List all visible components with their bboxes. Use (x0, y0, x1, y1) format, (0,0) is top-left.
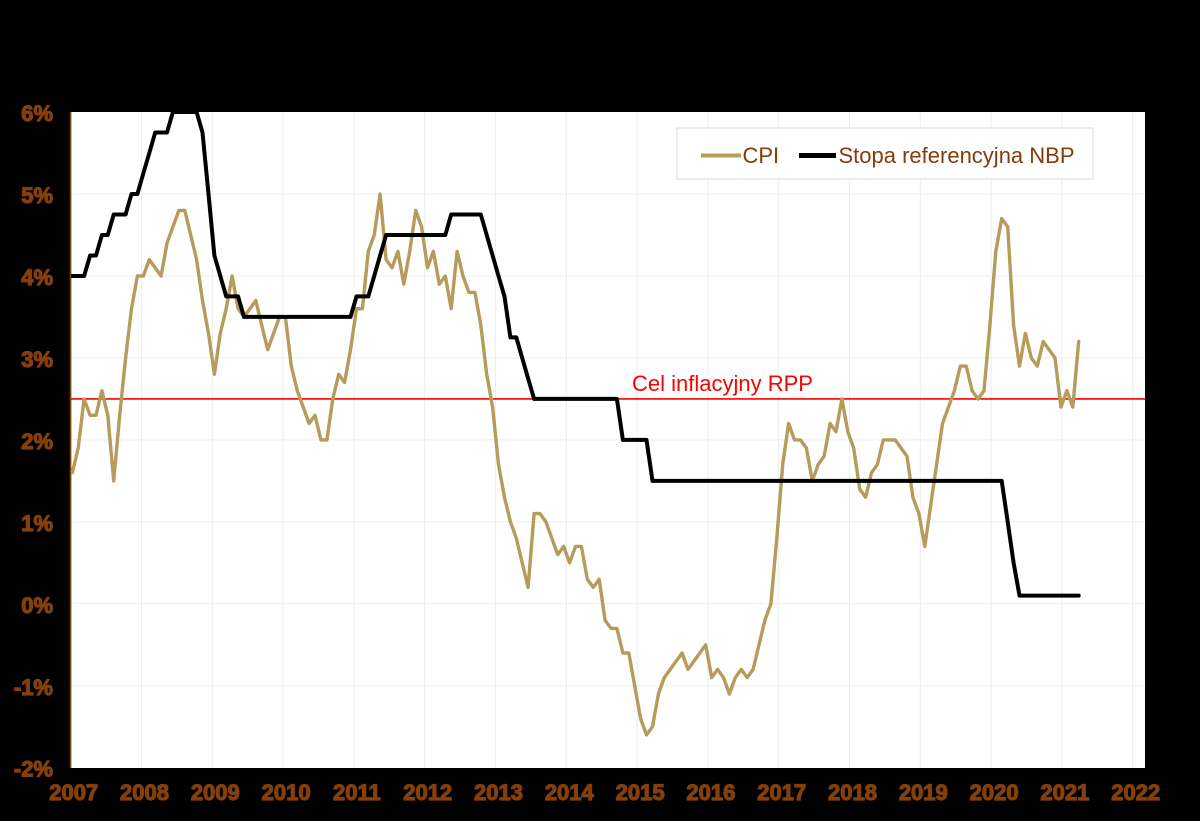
svg-text:CPI: CPI (743, 143, 780, 168)
svg-text:-2%: -2% (14, 757, 53, 782)
svg-text:4%: 4% (21, 265, 53, 290)
svg-text:2022: 2022 (1111, 780, 1160, 805)
svg-text:2019: 2019 (899, 780, 948, 805)
svg-text:2010: 2010 (262, 780, 311, 805)
svg-text:5%: 5% (21, 183, 53, 208)
svg-text:2013: 2013 (474, 780, 523, 805)
svg-text:2020: 2020 (970, 780, 1019, 805)
svg-text:0%: 0% (21, 593, 53, 618)
svg-text:2021: 2021 (1040, 780, 1089, 805)
svg-text:Cel inflacyjny RPP: Cel inflacyjny RPP (632, 371, 813, 396)
svg-text:Stopa referencyjna NBP: Stopa referencyjna NBP (839, 143, 1075, 168)
svg-text:2017: 2017 (757, 780, 806, 805)
svg-text:2008: 2008 (120, 780, 169, 805)
svg-text:3%: 3% (21, 347, 53, 372)
svg-text:2%: 2% (21, 429, 53, 454)
svg-text:2011: 2011 (333, 780, 381, 805)
svg-text:2009: 2009 (191, 780, 240, 805)
svg-text:2014: 2014 (545, 780, 595, 805)
svg-text:2018: 2018 (828, 780, 877, 805)
svg-text:6%: 6% (21, 101, 53, 126)
svg-text:2012: 2012 (403, 780, 452, 805)
svg-text:-1%: -1% (14, 675, 53, 700)
svg-text:1%: 1% (21, 511, 53, 536)
svg-text:2007: 2007 (49, 780, 98, 805)
svg-text:2015: 2015 (616, 780, 665, 805)
svg-text:2016: 2016 (686, 780, 735, 805)
